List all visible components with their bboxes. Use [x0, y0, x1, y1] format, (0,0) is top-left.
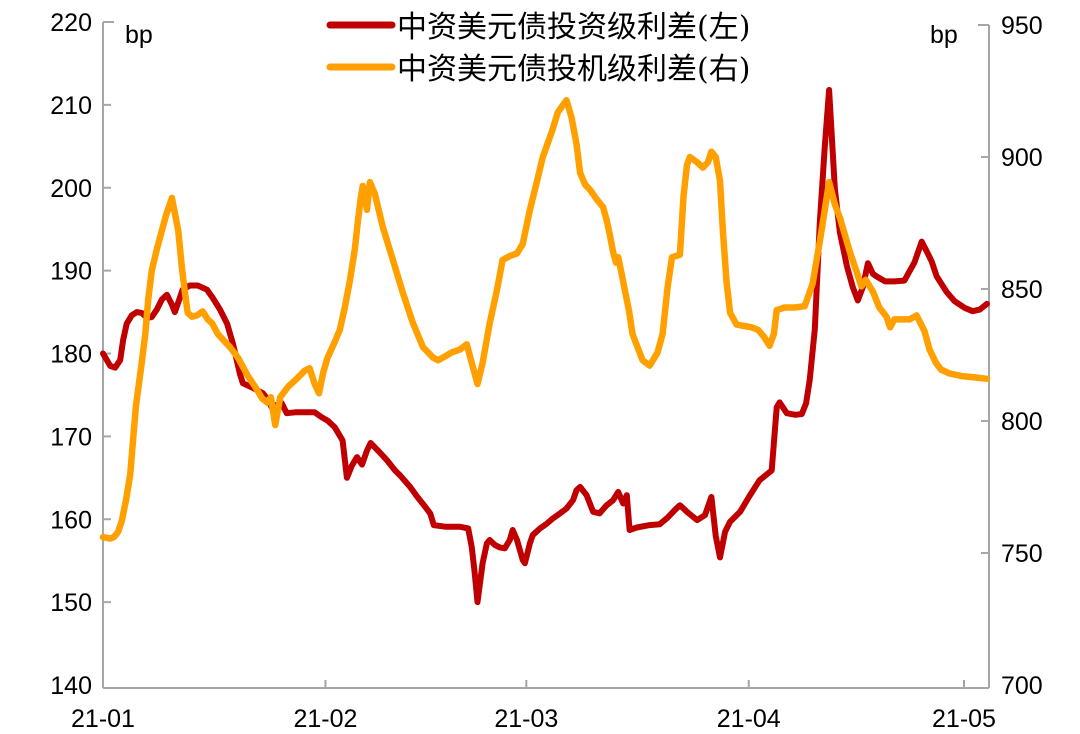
x-axis-tick-label: 21-03 — [494, 705, 558, 733]
left-axis-tick-label: 220 — [50, 9, 92, 37]
left-axis-tick-label: 150 — [50, 589, 92, 617]
left-axis-unit: bp — [125, 21, 153, 49]
axes-layer: 140 150 160 170 180 190 200 210 220 700 750 800 850 9… — [50, 9, 1042, 733]
right-axis-tick-label: 900 — [1001, 144, 1043, 172]
right-axis-tick-label: 950 — [1001, 12, 1043, 40]
x-axis-tick-label: 21-01 — [71, 705, 135, 733]
series-line-investment-grade — [100, 87, 990, 606]
series-line-high-yield — [99, 96, 991, 542]
x-axis-tick-label: 21-02 — [293, 705, 357, 733]
left-axis-tick-label: 140 — [50, 672, 92, 700]
left-axis-tick-label: 210 — [50, 92, 92, 120]
right-axis-tick-label: 750 — [1001, 540, 1043, 568]
right-axis-tick-label: 850 — [1001, 276, 1043, 304]
left-axis-tick-label: 170 — [50, 423, 92, 451]
left-axis-tick-label: 180 — [50, 341, 92, 369]
right-axis-tick-label: 800 — [1001, 408, 1043, 436]
left-axis-tick-label: 160 — [50, 506, 92, 534]
left-axis-tick-label: 190 — [50, 258, 92, 286]
left-axis-tick-label: 200 — [50, 175, 92, 203]
x-axis-tick-label: 21-04 — [717, 705, 781, 733]
series-layer — [99, 87, 991, 606]
x-axis-tick-label: 21-05 — [932, 705, 996, 733]
right-axis-tick-label: 700 — [1001, 672, 1043, 700]
legend-label-investment-grade: 中资美元债投资级利差(左) — [397, 10, 750, 45]
right-axis-unit: bp — [930, 21, 958, 49]
legend: 中资美元债投资级利差(左) 中资美元债投机级利差(右) — [326, 10, 750, 87]
legend-label-high-yield: 中资美元债投机级利差(右) — [397, 52, 750, 87]
